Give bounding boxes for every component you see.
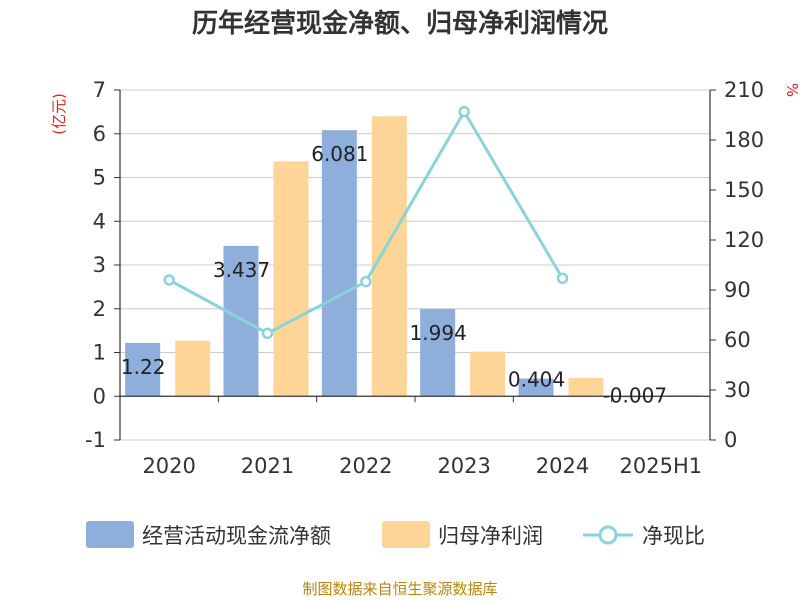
bar-cashflow <box>223 245 259 397</box>
legend-label-cashflow: 经营活动现金流净额 <box>142 524 331 548</box>
right-tick-label: 30 <box>724 378 751 402</box>
x-tick-label: 2025H1 <box>620 454 703 478</box>
x-tick-label: 2024 <box>536 454 589 478</box>
right-tick-label: 150 <box>724 178 764 202</box>
bar-profit <box>273 161 309 397</box>
x-axis-ticks: 2020 2021 2022 2023 2024 2025H1 <box>142 454 702 478</box>
data-label-cashflow: 1.994 <box>410 321 467 345</box>
right-axis-unit: % <box>783 83 800 97</box>
right-tick-label: 0 <box>724 428 737 452</box>
data-label-cashflow: 1.22 <box>121 355 166 379</box>
data-label-cashflow: 3.437 <box>213 258 270 282</box>
ratio-point <box>360 275 372 288</box>
bar-cashflow <box>518 378 554 397</box>
x-tick-label: 2020 <box>142 454 195 478</box>
bar-cashflow <box>420 309 456 397</box>
left-tick-label: 5 <box>93 166 106 190</box>
bar-profit <box>371 116 407 397</box>
bars <box>125 116 702 398</box>
legend-label-ratio: 净现比 <box>642 524 705 548</box>
chart-title: 历年经营现金净额、归母净利润情况 <box>192 8 608 39</box>
right-tick-label: 180 <box>724 128 764 152</box>
left-tick-label: 4 <box>93 209 106 233</box>
left-axis-unit: (亿元) <box>50 93 68 135</box>
left-tick-label: 7 <box>93 78 106 102</box>
x-tick-label: 2021 <box>241 454 294 478</box>
bar-profit <box>175 340 211 397</box>
legend-swatch-cashflow <box>86 521 134 548</box>
data-labels: 1.22 3.437 6.081 1.994 0.404 -0.007 <box>121 142 667 407</box>
right-tick-label: 120 <box>724 228 764 252</box>
legend-swatch-profit <box>382 521 430 548</box>
bar-profit <box>568 377 604 397</box>
ratio-point <box>556 272 569 285</box>
left-tick-label: 3 <box>93 253 106 277</box>
source-note: 制图数据来自恒生聚源数据库 <box>302 580 497 598</box>
bar-profit <box>470 351 506 397</box>
legend-label-profit: 归母净利润 <box>438 524 543 548</box>
left-tick-label: 6 <box>93 122 106 146</box>
left-tick-label: 2 <box>93 297 106 321</box>
ratio-line <box>163 105 569 340</box>
bar-cashflow <box>321 130 357 397</box>
left-axis-ticks: -1 0 1 2 3 4 5 6 7 <box>85 78 106 452</box>
left-tick-label: -1 <box>85 428 106 452</box>
left-tick-label: 1 <box>93 341 106 365</box>
data-label-cashflow: -0.007 <box>603 383 667 407</box>
right-tick-label: 210 <box>724 78 764 102</box>
right-tick-label: 60 <box>724 328 751 352</box>
right-tick-label: 90 <box>724 278 751 302</box>
x-tick-label: 2023 <box>437 454 490 478</box>
legend-marker-ratio <box>598 525 618 545</box>
x-tick-label: 2022 <box>339 454 392 478</box>
data-label-cashflow: 6.081 <box>311 142 368 166</box>
legend: 经营活动现金流净额 归母净利润 净现比 <box>86 521 705 548</box>
data-label-cashflow: 0.404 <box>508 367 565 391</box>
ratio-point <box>163 274 175 286</box>
ratio-point <box>261 327 274 340</box>
axes <box>114 89 716 441</box>
ratio-point <box>458 105 470 118</box>
right-axis-ticks: 0 30 60 90 120 150 180 210 <box>724 78 764 452</box>
bar-cashflow <box>125 342 161 397</box>
gridlines <box>120 89 710 441</box>
left-tick-label: 0 <box>93 384 106 408</box>
